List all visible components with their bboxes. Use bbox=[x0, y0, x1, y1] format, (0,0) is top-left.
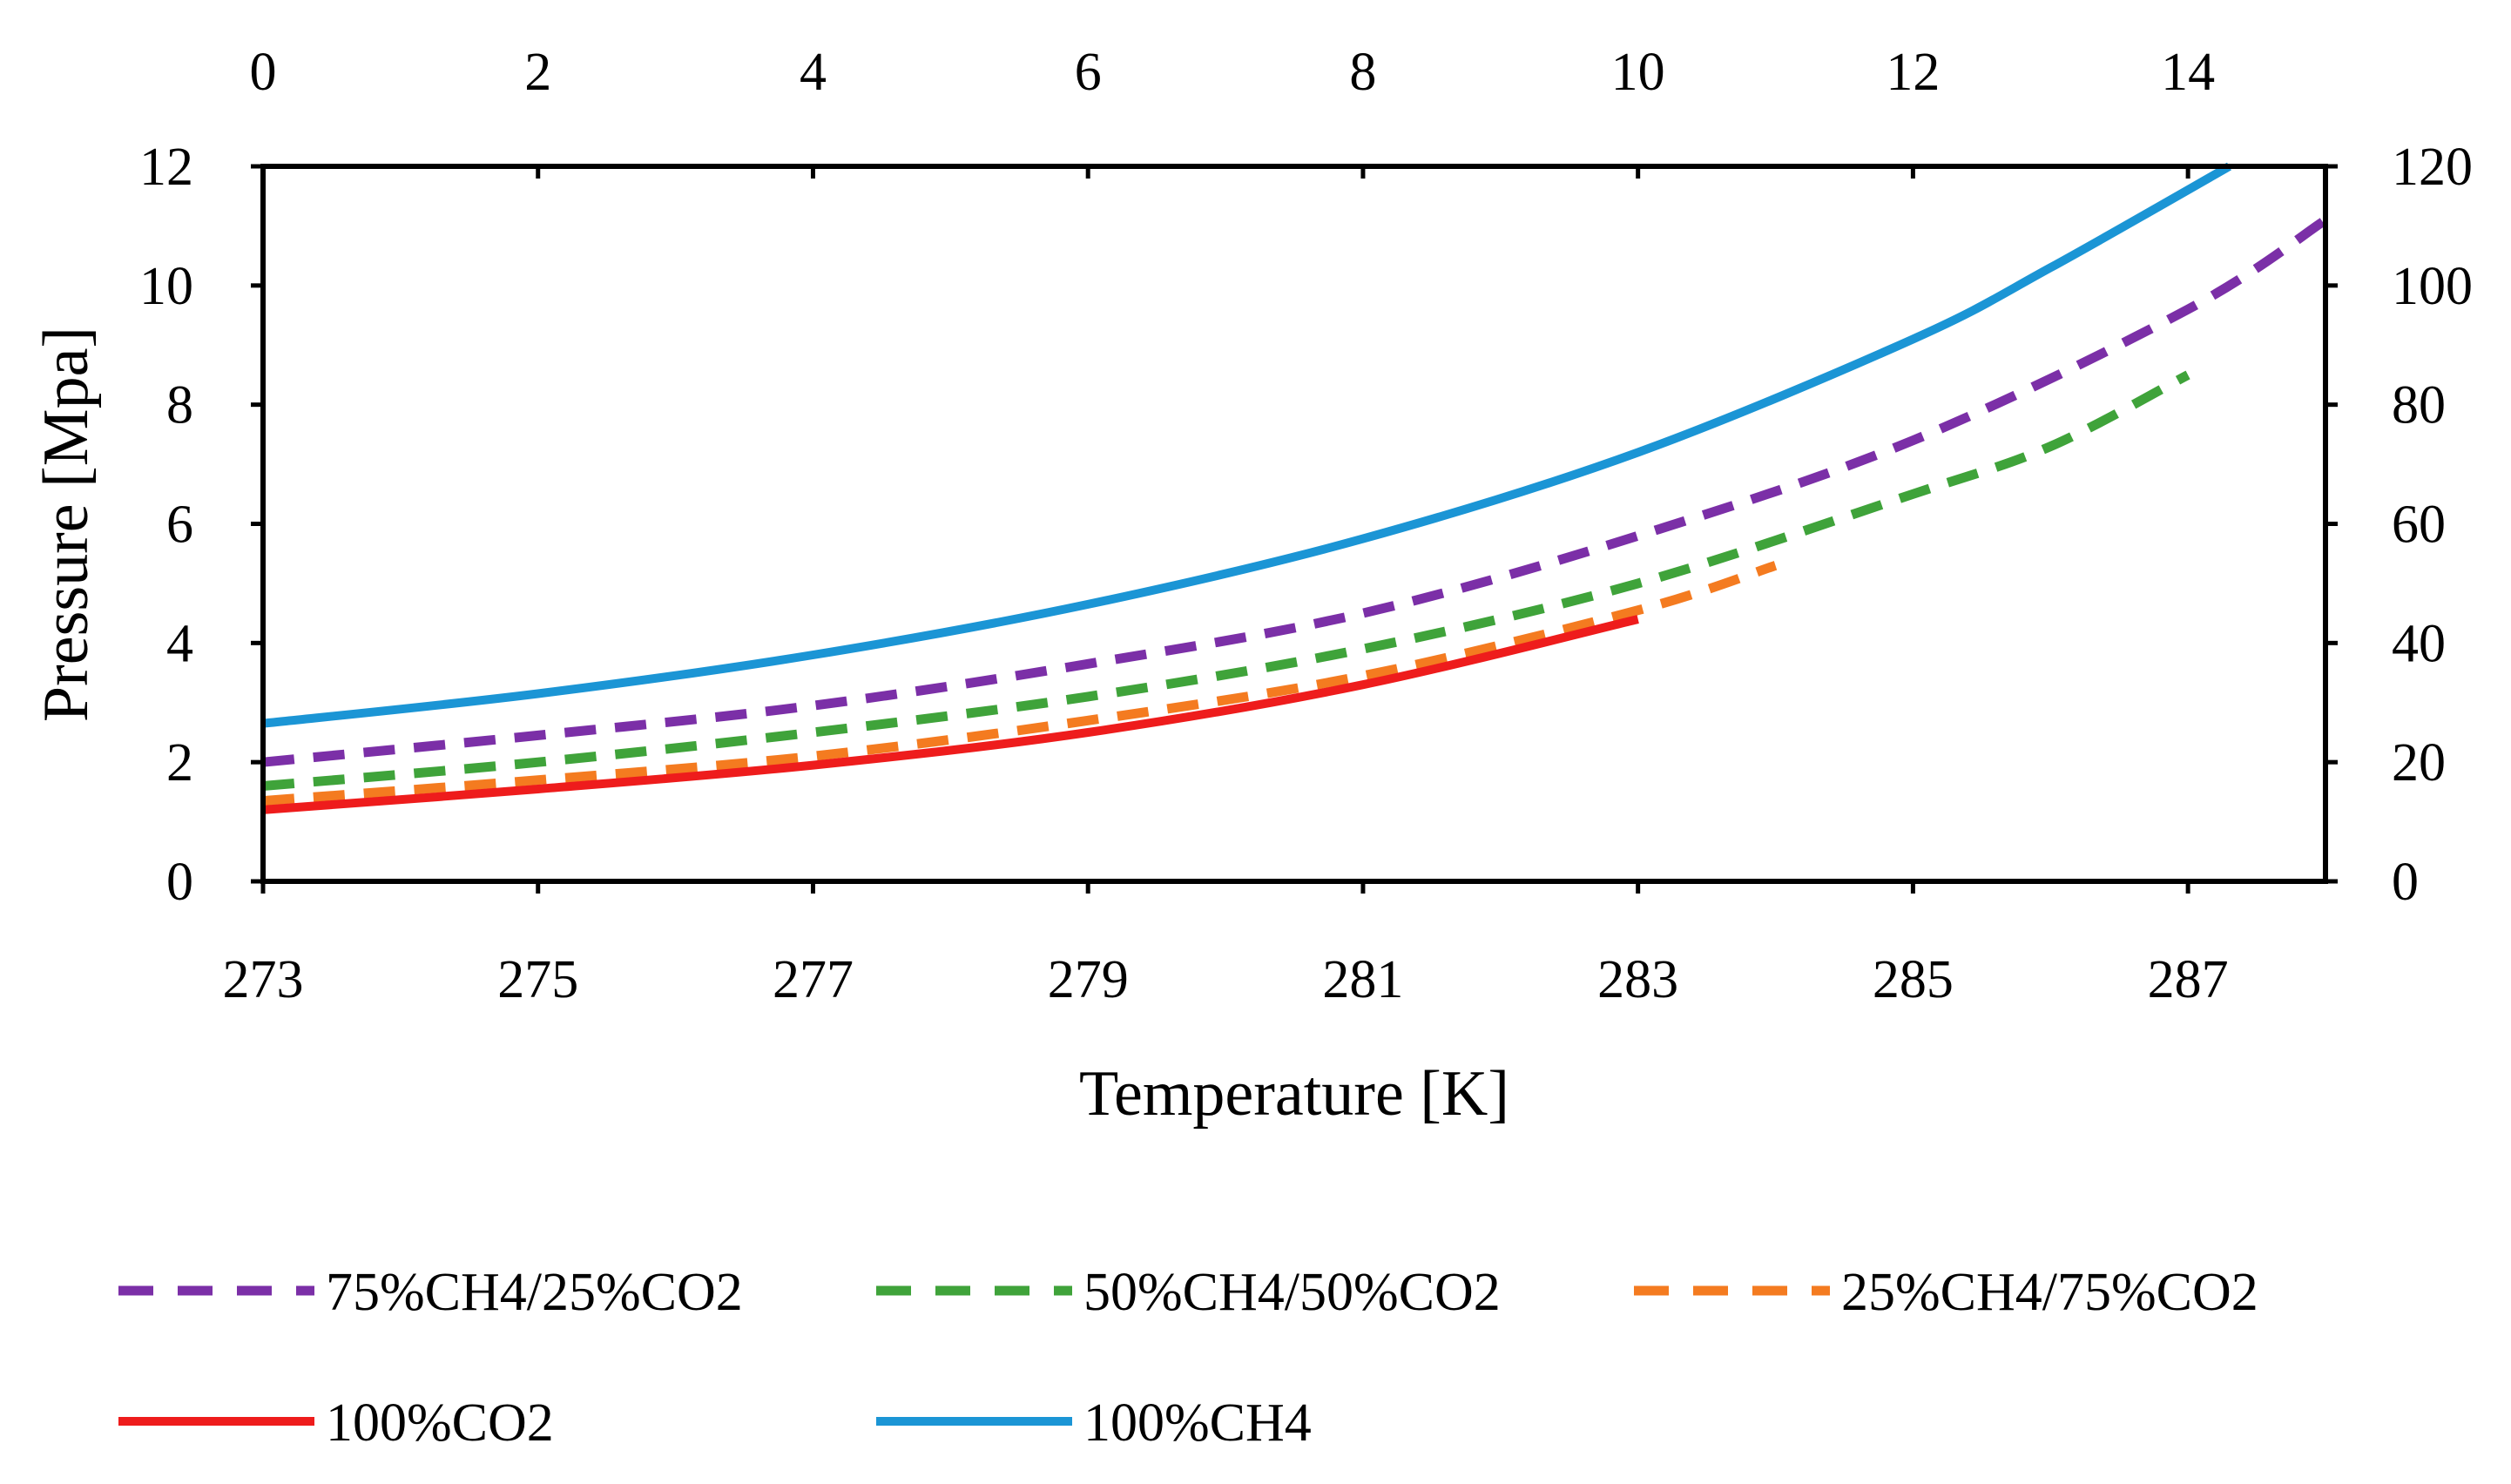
x-tick-label: 285 bbox=[1873, 950, 1954, 1009]
y2-tick-label: 120 bbox=[2392, 138, 2473, 197]
x2-tick-label: 12 bbox=[1886, 43, 1940, 102]
legend: 75%CH4/25%CO2 50%CH4/50%CO2 25%CH4/75%CO2 1… bbox=[118, 1263, 2258, 1453]
x-tick-label: 287 bbox=[2148, 950, 2229, 1009]
y-tick-label: 10 bbox=[139, 257, 193, 316]
legend-label-5: 100%CH4 bbox=[1083, 1393, 1312, 1453]
series-layer bbox=[262, 162, 2328, 814]
series-line-5 bbox=[262, 162, 2231, 728]
x2-tick-label: 8 bbox=[1349, 43, 1376, 102]
legend-label-3: 25%CH4/75%CO2 bbox=[1841, 1263, 2258, 1322]
y-tick-label: 12 bbox=[139, 138, 193, 197]
x2-tick-label: 0 bbox=[250, 43, 277, 102]
y2-tick-label: 40 bbox=[2392, 614, 2446, 673]
series-line-4 bbox=[262, 615, 1639, 814]
x-axis-title: Temperature [K] bbox=[1079, 1058, 1509, 1130]
y-axis-title: Pressure [Mpa] bbox=[30, 327, 102, 722]
y-tick-label: 6 bbox=[166, 496, 193, 555]
x-tick-label: 277 bbox=[773, 950, 854, 1009]
legend-label-1: 75%CH4/25%CO2 bbox=[326, 1263, 743, 1322]
y2-tick-label: 80 bbox=[2392, 376, 2446, 435]
y-tick-label: 0 bbox=[166, 853, 193, 912]
x-tick-label: 273 bbox=[223, 950, 304, 1009]
x-tick-labels: 273 275 277 279 281 283 285 287 bbox=[223, 881, 2229, 1009]
x2-tick-label: 14 bbox=[2161, 43, 2215, 102]
x-tick-label: 279 bbox=[1048, 950, 1129, 1009]
y-tick-label: 2 bbox=[166, 733, 193, 793]
y2-tick-label: 60 bbox=[2392, 496, 2446, 555]
y-tick-label: 4 bbox=[166, 614, 193, 673]
series-line-1 bbox=[262, 215, 2328, 767]
legend-label-4: 100%CO2 bbox=[326, 1393, 554, 1453]
x-tick-label: 281 bbox=[1322, 950, 1403, 1009]
legend-label-2: 50%CH4/50%CO2 bbox=[1083, 1263, 1501, 1322]
x2-tick-label: 4 bbox=[800, 43, 827, 102]
series-line-2 bbox=[262, 370, 2190, 791]
x2-tick-label: 10 bbox=[1611, 43, 1665, 102]
series-line-3 bbox=[262, 561, 1778, 806]
y2-tick-label: 0 bbox=[2392, 853, 2419, 912]
x-tick-label: 275 bbox=[497, 950, 578, 1009]
secondary-x-tick-labels: 0 2 4 6 8 10 12 14 bbox=[250, 43, 2215, 179]
x-tick-label: 283 bbox=[1597, 950, 1678, 1009]
y-tick-label: 8 bbox=[166, 376, 193, 435]
y-tick-labels: 0 2 4 6 8 10 12 bbox=[139, 138, 263, 912]
y2-tick-label: 100 bbox=[2392, 257, 2473, 316]
y2-tick-label: 20 bbox=[2392, 733, 2446, 793]
x2-tick-label: 2 bbox=[524, 43, 551, 102]
secondary-y-tick-labels: 0 20 40 60 80 100 120 bbox=[2325, 138, 2473, 912]
x2-tick-label: 6 bbox=[1075, 43, 1102, 102]
